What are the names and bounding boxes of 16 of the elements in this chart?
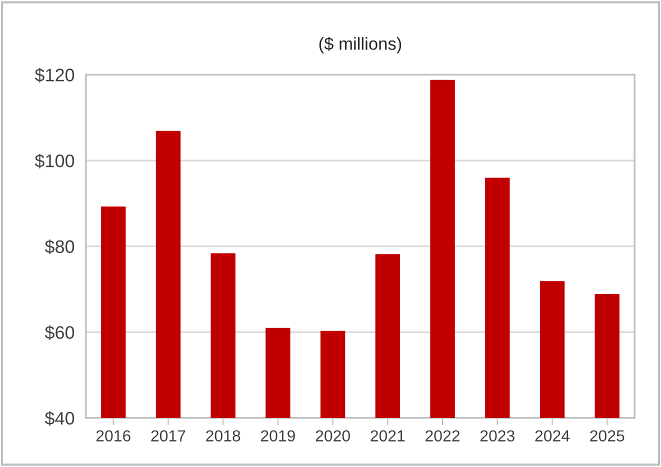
- x-tick-label: 2019: [260, 430, 295, 442]
- chart-title: ($ millions): [319, 36, 402, 54]
- y-tick-label: $100: [34, 154, 74, 168]
- x-tick-label: 2018: [206, 430, 240, 442]
- y-tick-label: $40: [44, 411, 74, 426]
- y-tick-label: $120: [34, 68, 74, 83]
- x-tick-label: 2023: [480, 430, 514, 442]
- x-tick-label: 2025: [590, 430, 624, 442]
- y-tick-label: $80: [44, 240, 74, 254]
- x-tick-label: 2024: [535, 430, 570, 442]
- x-tick-label: 2016: [96, 430, 130, 442]
- x-tick-label: 2021: [370, 430, 405, 442]
- y-tick-label: $60: [44, 325, 74, 340]
- x-tick-label: 2022: [426, 430, 460, 442]
- x-tick-label: 2017: [151, 430, 186, 442]
- x-tick-label: 2020: [316, 430, 350, 442]
